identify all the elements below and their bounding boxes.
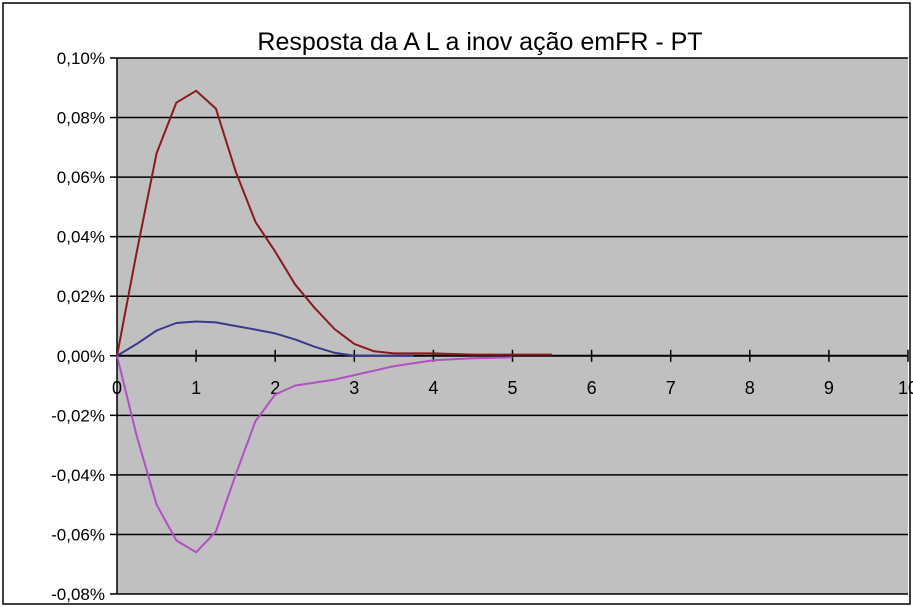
x-tick-label: 0 (112, 378, 122, 398)
y-tick-label: 0,00% (57, 347, 105, 366)
x-tick-label: 2 (270, 378, 280, 398)
x-tick-label: 9 (824, 378, 834, 398)
y-tick-label: -0,02% (51, 406, 105, 425)
x-tick-label: 6 (587, 378, 597, 398)
y-tick-label: -0,06% (51, 525, 105, 544)
x-tick-label: 10 (898, 378, 913, 398)
x-tick-label: 5 (507, 378, 517, 398)
plot-area (117, 58, 908, 594)
y-tick-label: 0,04% (57, 228, 105, 247)
x-tick-label: 4 (428, 378, 438, 398)
y-tick-label: 0,10% (57, 49, 105, 68)
x-tick-label: 8 (745, 378, 755, 398)
x-tick-label: 1 (191, 378, 201, 398)
y-tick-label: -0,04% (51, 466, 105, 485)
y-tick-label: 0,08% (57, 109, 105, 128)
series-line-3 (116, 355, 513, 554)
series-line-1 (116, 89, 552, 356)
x-tick-label: 3 (349, 378, 359, 398)
y-tick-label: -0,08% (51, 585, 105, 604)
series-line-2 (116, 320, 414, 357)
chart-title: Resposta da A L a inov ação emFR - PT (257, 28, 702, 56)
y-tick-label: 0,02% (57, 287, 105, 306)
y-tick-label: 0,06% (57, 168, 105, 187)
x-tick-label: 7 (666, 378, 676, 398)
